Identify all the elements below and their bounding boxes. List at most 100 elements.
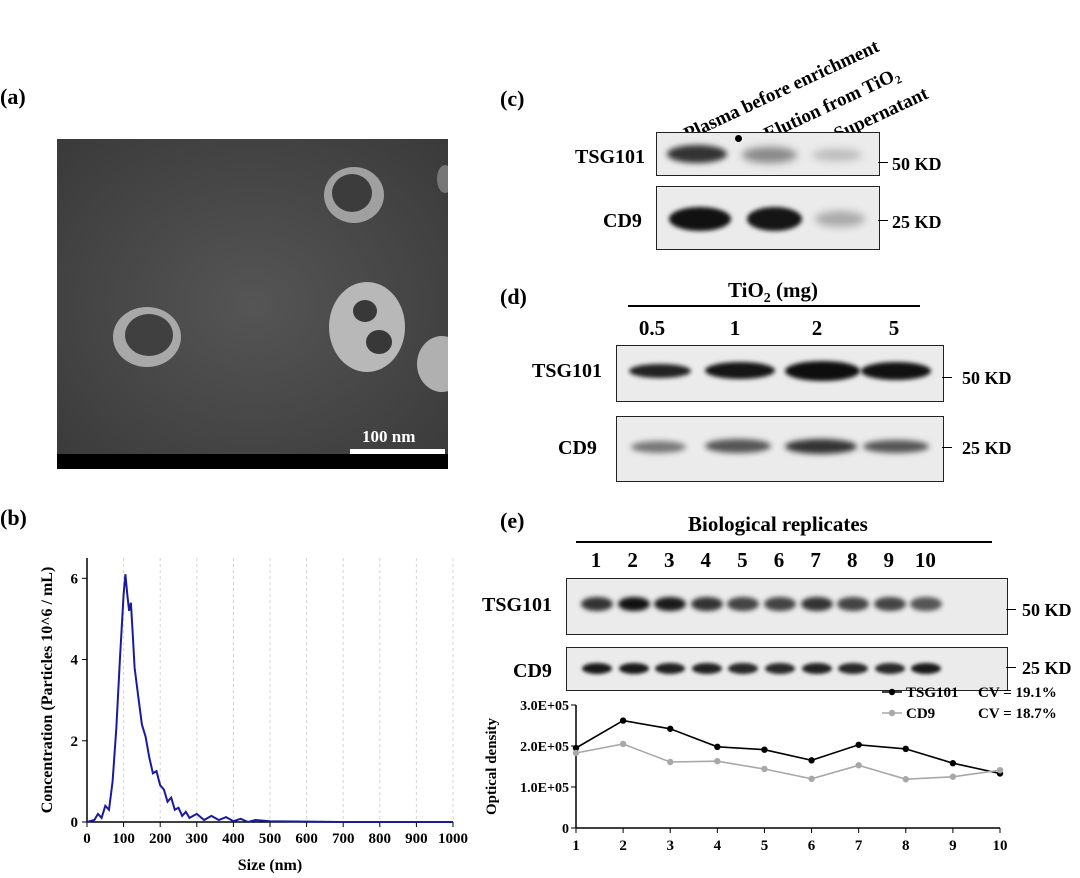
band: [691, 663, 722, 674]
x-tick-label: 10: [993, 838, 1008, 854]
band: [618, 663, 649, 674]
panel-e-label: (e): [500, 508, 525, 533]
replicates-title: Biological replicates: [688, 512, 868, 536]
concentration-series-line: [86, 574, 453, 824]
x-tick-label: 5: [761, 838, 769, 854]
legend-marker: [888, 688, 896, 696]
data-point-tsg101: [902, 745, 909, 753]
band: [838, 663, 869, 674]
lane-label: 3: [663, 548, 675, 572]
data-point-cd9: [761, 765, 768, 773]
band: [654, 597, 687, 611]
size-distribution-chart: 0 2 4 6 0 100 200 300 400 500 600 700 800 900 1000 Size…: [39, 558, 468, 874]
tem-micrograph: 100 nm: [57, 139, 448, 469]
blot-e-tsg101: [566, 578, 1008, 635]
band: [582, 663, 612, 674]
marker-50kd: 50 KD: [892, 154, 942, 174]
band: [874, 663, 905, 674]
protein-label-cd9: CD9: [558, 437, 597, 459]
legend-marker: [888, 709, 896, 717]
band: [690, 597, 723, 611]
optical-density-chart: 0 1.0E+05 2.0E+05 3.0E+05 1 2 3 4 5 6 7 8 9 10 Optical…: [484, 685, 1057, 854]
band: [667, 145, 727, 163]
band: [728, 663, 759, 674]
band: [801, 663, 832, 674]
band: [705, 439, 771, 453]
protein-label-cd9: CD9: [513, 660, 552, 682]
x-tick-label: 4: [714, 838, 722, 854]
data-point-cd9: [949, 773, 957, 780]
x-tick-label: 2: [619, 838, 627, 854]
data-point-cd9: [808, 775, 815, 782]
x-tick-label: 900: [405, 831, 428, 847]
band: [800, 597, 833, 611]
lane-label: 2: [811, 316, 823, 340]
lane-label: 7: [810, 548, 821, 572]
replicates-title-line: [576, 541, 992, 543]
data-point-cd9: [996, 766, 1004, 774]
x-tick-label: 7: [855, 838, 863, 854]
blot-d-cd9: [616, 416, 944, 482]
legend-cv: CV = 19.1%: [978, 685, 1057, 701]
data-point-tsg101: [949, 760, 957, 767]
y-tick-label: 0: [562, 822, 569, 837]
y-tick-label: 0: [71, 815, 79, 831]
band: [705, 362, 775, 379]
band: [765, 663, 795, 674]
x-tick-label: 8: [902, 838, 910, 854]
band: [727, 597, 760, 611]
lane-label: 1: [590, 548, 602, 572]
band: [785, 361, 860, 381]
marker-25kd: 25 KD: [1022, 658, 1072, 678]
x-tick-label: 100: [112, 831, 135, 847]
band: [812, 149, 862, 161]
panel-c-label: (c): [500, 86, 525, 111]
legend-cv: CV = 18.7%: [978, 706, 1057, 722]
x-tick-label: 400: [222, 831, 245, 847]
marker-50kd: 50 KD: [1022, 600, 1072, 620]
data-point-tsg101: [572, 744, 580, 752]
lane-label: 0.5: [638, 316, 666, 340]
lane-label: 5: [888, 316, 900, 340]
data-point-cd9: [619, 740, 627, 748]
protein-label-tsg101: TSG101: [532, 360, 603, 382]
marker-25kd: 25 KD: [892, 212, 942, 232]
y-tick-label: 6: [71, 571, 79, 587]
x-tick-label: 500: [259, 831, 282, 847]
x-tick-label: 600: [295, 831, 318, 847]
lane-label: 4: [700, 548, 712, 572]
x-tick-label: 1: [572, 838, 580, 854]
y-tick-label: 3.0E+05: [520, 699, 569, 714]
y-tick-label: 2: [71, 734, 79, 750]
data-point-tsg101: [808, 757, 815, 764]
data-point-cd9: [855, 762, 862, 769]
data-point-tsg101: [714, 743, 721, 751]
blot-c-tsg101: [656, 132, 880, 176]
band: [617, 597, 650, 611]
band: [815, 211, 865, 227]
data-point-tsg101: [855, 741, 862, 748]
blot-e-cd9: [566, 647, 1008, 691]
x-tick-label: 3: [666, 838, 674, 854]
band: [747, 207, 802, 231]
band: [629, 364, 691, 378]
x-tick-label: 1000: [438, 831, 468, 847]
protein-label-tsg101: TSG101: [575, 146, 646, 168]
tio2-title-line: [628, 305, 920, 307]
band: [910, 597, 943, 611]
data-point-cd9: [667, 758, 674, 766]
band: [764, 597, 796, 611]
data-point-cd9: [572, 749, 580, 757]
band: [669, 207, 731, 231]
y-axis-label: Concentration (Particles 10^6 / mL): [39, 567, 56, 814]
data-point-cd9: [902, 776, 909, 783]
y-axis-label: Optical density: [484, 717, 500, 815]
x-tick-label: 0: [83, 831, 91, 847]
tio2-title: TiO2 (mg): [728, 278, 819, 307]
blot-d-tsg101: [616, 345, 944, 402]
legend-name: TSG101: [906, 685, 959, 701]
band: [911, 663, 942, 674]
band: [861, 362, 931, 380]
lane-label: 5: [737, 548, 748, 572]
scale-bar: [350, 449, 445, 454]
